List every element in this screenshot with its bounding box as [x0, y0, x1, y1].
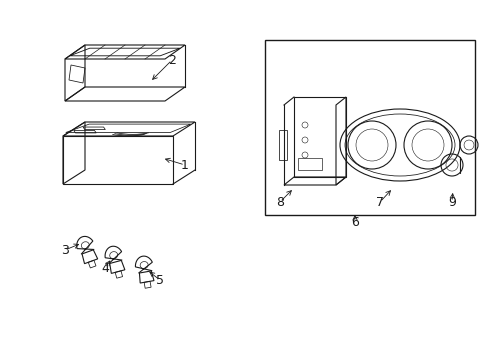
Text: 9: 9 [447, 195, 455, 208]
Text: 2: 2 [168, 54, 176, 67]
Bar [279, 130, 286, 160]
Bar [297, 158, 321, 170]
Text: 3: 3 [61, 243, 69, 256]
Text: 6: 6 [350, 216, 358, 229]
Bar [264, 40, 474, 215]
Text: 4: 4 [101, 261, 109, 275]
Text: 5: 5 [156, 274, 163, 287]
Text: 1: 1 [181, 158, 188, 171]
Text: 7: 7 [375, 195, 383, 208]
Text: 8: 8 [275, 195, 284, 208]
